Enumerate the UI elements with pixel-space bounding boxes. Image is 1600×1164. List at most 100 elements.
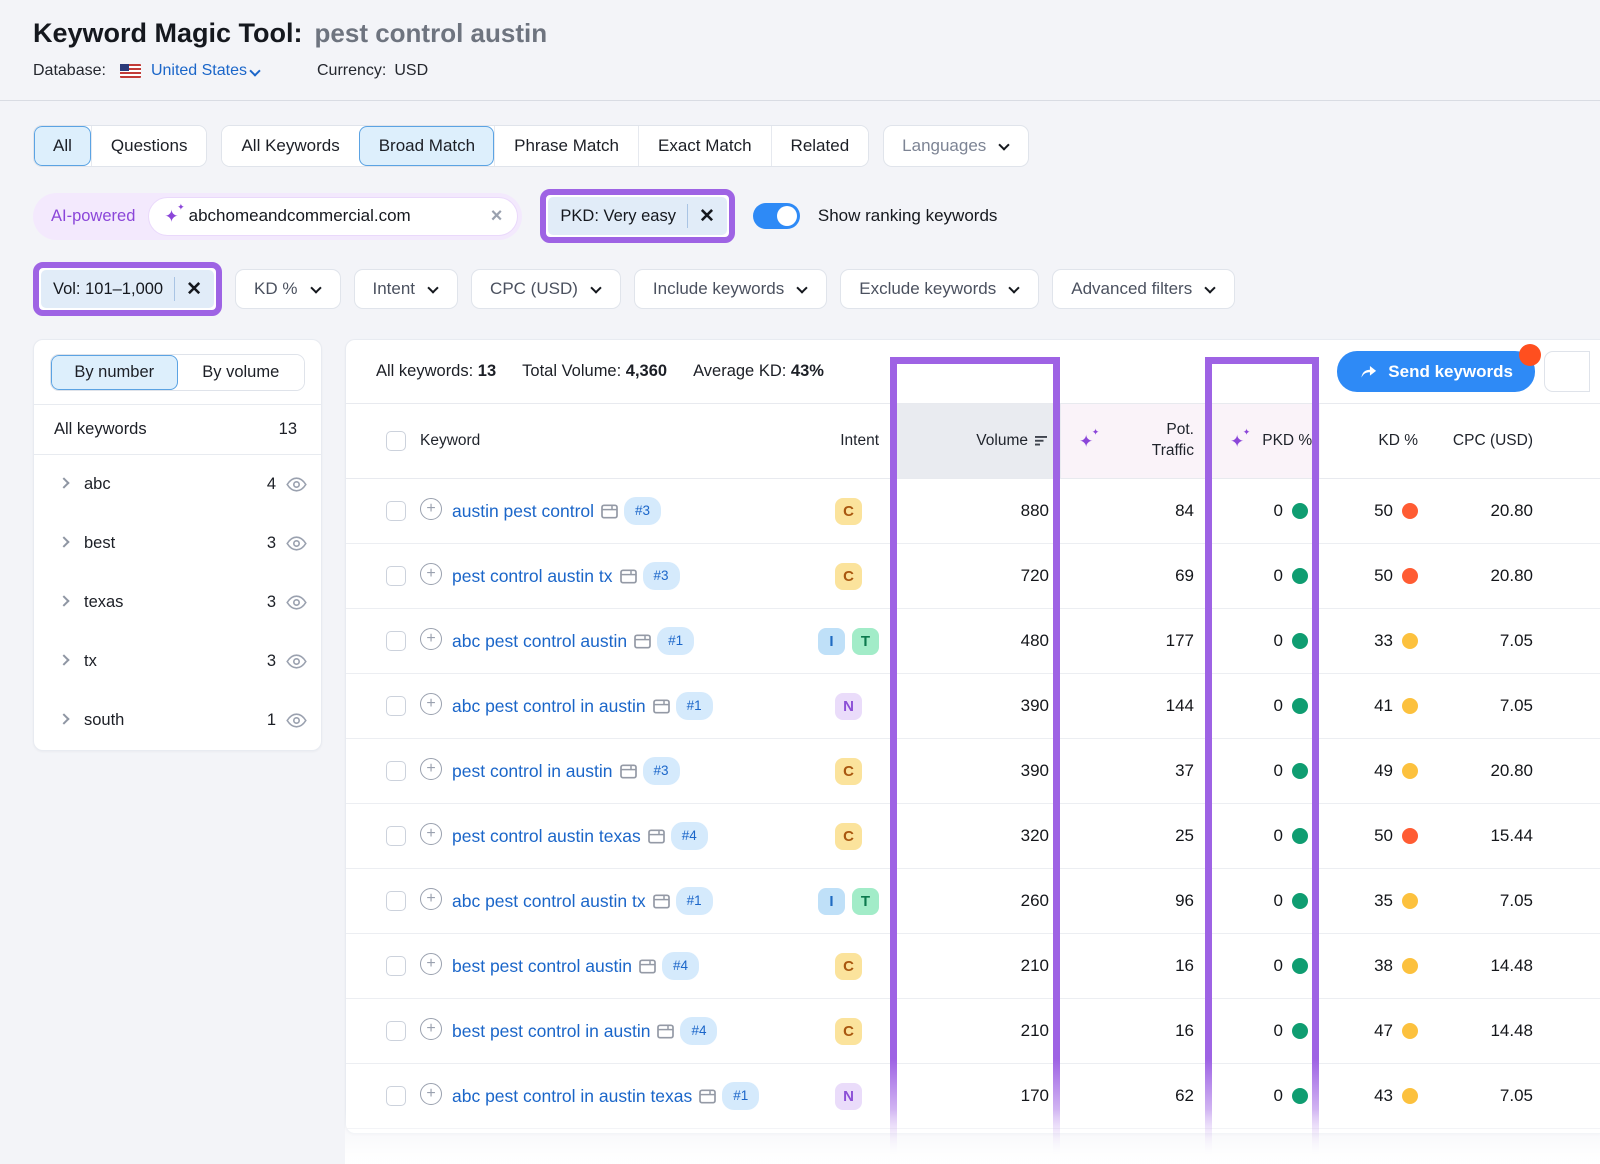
ranking-position-badge[interactable]: #3: [624, 497, 661, 526]
send-keywords-button[interactable]: Send keywords: [1337, 351, 1535, 392]
keyword-link[interactable]: best pest control in austin: [452, 1021, 650, 1041]
ranking-position-badge[interactable]: #3: [643, 562, 680, 591]
row-checkbox[interactable]: [386, 501, 406, 521]
ranking-position-badge[interactable]: #1: [722, 1082, 759, 1111]
serp-features-icon[interactable]: [648, 829, 665, 844]
sidebar-tab-by-volume[interactable]: By volume: [178, 355, 305, 390]
close-icon[interactable]: ✕: [699, 205, 715, 228]
row-checkbox[interactable]: [386, 631, 406, 651]
row-checkbox[interactable]: [386, 826, 406, 846]
row-checkbox[interactable]: [386, 891, 406, 911]
eye-icon[interactable]: [286, 536, 307, 551]
eye-icon[interactable]: [286, 713, 307, 728]
sidebar-group-south[interactable]: south1: [34, 691, 321, 750]
pkd-filter-chip[interactable]: PKD: Very easy ✕: [548, 197, 726, 235]
sidebar-group-best[interactable]: best3: [34, 514, 321, 573]
ranking-position-badge[interactable]: #1: [676, 692, 713, 721]
serp-features-icon[interactable]: [653, 894, 670, 909]
eye-icon[interactable]: [286, 654, 307, 669]
sidebar-group-texas[interactable]: texas3: [34, 573, 321, 632]
sidebar-group-tx[interactable]: tx3: [34, 632, 321, 691]
clear-icon[interactable]: ×: [491, 205, 503, 228]
row-checkbox[interactable]: [386, 696, 406, 716]
ranking-position-badge[interactable]: #4: [671, 822, 708, 851]
kd-difficulty-dot: [1402, 503, 1418, 519]
eye-icon[interactable]: [286, 595, 307, 610]
filter-dropdown-intent[interactable]: Intent: [354, 269, 459, 309]
select-all-checkbox[interactable]: [386, 431, 406, 451]
column-header-pot-traffic[interactable]: ✦ Pot.Traffic: [1061, 404, 1206, 478]
tab-phrase-match[interactable]: Phrase Match: [494, 126, 638, 166]
plus-circle-icon[interactable]: +: [420, 563, 442, 585]
serp-features-icon[interactable]: [657, 1024, 674, 1039]
keyword-link[interactable]: pest control austin texas: [452, 826, 641, 846]
keyword-link[interactable]: abc pest control austin: [452, 631, 627, 651]
keyword-link[interactable]: pest control austin tx: [452, 566, 613, 586]
close-icon[interactable]: ✕: [186, 278, 202, 301]
tab-all-keywords[interactable]: All Keywords: [222, 126, 358, 166]
sidebar-all-keywords[interactable]: All keywords 13: [34, 404, 321, 455]
plus-circle-icon[interactable]: +: [420, 628, 442, 650]
row-checkbox[interactable]: [386, 1086, 406, 1106]
tab-broad-match[interactable]: Broad Match: [359, 126, 494, 166]
serp-features-icon[interactable]: [634, 634, 651, 649]
volume-filter-chip[interactable]: Vol: 101–1,000 ✕: [41, 270, 214, 308]
plus-circle-icon[interactable]: +: [420, 498, 442, 520]
tab-questions[interactable]: Questions: [91, 126, 207, 166]
ranking-position-badge[interactable]: #4: [680, 1017, 717, 1046]
keyword-link[interactable]: abc pest control in austin: [452, 696, 646, 716]
keyword-link[interactable]: pest control in austin: [452, 761, 613, 781]
row-checkbox[interactable]: [386, 566, 406, 586]
tab-related[interactable]: Related: [771, 126, 869, 166]
row-checkbox[interactable]: [386, 761, 406, 781]
column-header-keyword[interactable]: Keyword: [406, 404, 806, 478]
keyword-link[interactable]: abc pest control austin tx: [452, 891, 646, 911]
column-header-volume[interactable]: Volume: [891, 404, 1061, 478]
serp-features-icon[interactable]: [639, 959, 656, 974]
filter-dropdown-cpc-usd-[interactable]: CPC (USD): [471, 269, 621, 309]
domain-input[interactable]: ✦ abchomeandcommercial.com ×: [148, 197, 518, 236]
serp-features-icon[interactable]: [699, 1089, 716, 1104]
kd-difficulty-dot: [1402, 828, 1418, 844]
column-header-intent[interactable]: Intent: [806, 404, 891, 478]
column-header-kd[interactable]: KD %: [1320, 404, 1430, 478]
partial-edge-button[interactable]: [1544, 351, 1590, 392]
serp-features-icon[interactable]: [620, 569, 637, 584]
database-label: Database:: [33, 62, 106, 80]
filter-dropdown-kd-[interactable]: KD %: [235, 269, 340, 309]
ranking-position-badge[interactable]: #1: [676, 887, 713, 916]
pkd-value: 0: [1206, 1086, 1320, 1106]
database-selector[interactable]: United States: [151, 62, 261, 80]
pkd-number: 0: [1274, 761, 1283, 781]
languages-dropdown[interactable]: Languages: [883, 125, 1029, 167]
plus-circle-icon[interactable]: +: [420, 888, 442, 910]
column-header-pkd[interactable]: ✦ PKD %: [1206, 404, 1320, 478]
serp-features-icon[interactable]: [601, 504, 618, 519]
plus-circle-icon[interactable]: +: [420, 758, 442, 780]
row-checkbox[interactable]: [386, 956, 406, 976]
plus-circle-icon[interactable]: +: [420, 693, 442, 715]
serp-features-icon[interactable]: [653, 699, 670, 714]
filter-dropdown-include-keywords[interactable]: Include keywords: [634, 269, 827, 309]
sidebar-tab-by-number[interactable]: By number: [51, 355, 178, 390]
keyword-link[interactable]: abc pest control in austin texas: [452, 1086, 692, 1106]
column-header-cpc[interactable]: CPC (USD): [1430, 404, 1545, 478]
ranking-position-badge[interactable]: #1: [657, 627, 694, 656]
serp-features-icon[interactable]: [620, 764, 637, 779]
plus-circle-icon[interactable]: +: [420, 1018, 442, 1040]
tab-all[interactable]: All: [34, 126, 91, 166]
keyword-link[interactable]: austin pest control: [452, 501, 594, 521]
plus-circle-icon[interactable]: +: [420, 1083, 442, 1105]
filter-dropdown-advanced-filters[interactable]: Advanced filters: [1052, 269, 1235, 309]
tab-exact-match[interactable]: Exact Match: [638, 126, 771, 166]
plus-circle-icon[interactable]: +: [420, 953, 442, 975]
sidebar-group-abc[interactable]: abc4: [34, 455, 321, 514]
show-ranking-keywords-toggle[interactable]: [753, 203, 800, 229]
ranking-position-badge[interactable]: #3: [643, 757, 680, 786]
keyword-link[interactable]: best pest control austin: [452, 956, 632, 976]
eye-icon[interactable]: [286, 477, 307, 492]
plus-circle-icon[interactable]: +: [420, 823, 442, 845]
row-checkbox[interactable]: [386, 1021, 406, 1041]
filter-dropdown-exclude-keywords[interactable]: Exclude keywords: [840, 269, 1039, 309]
ranking-position-badge[interactable]: #4: [662, 952, 699, 981]
